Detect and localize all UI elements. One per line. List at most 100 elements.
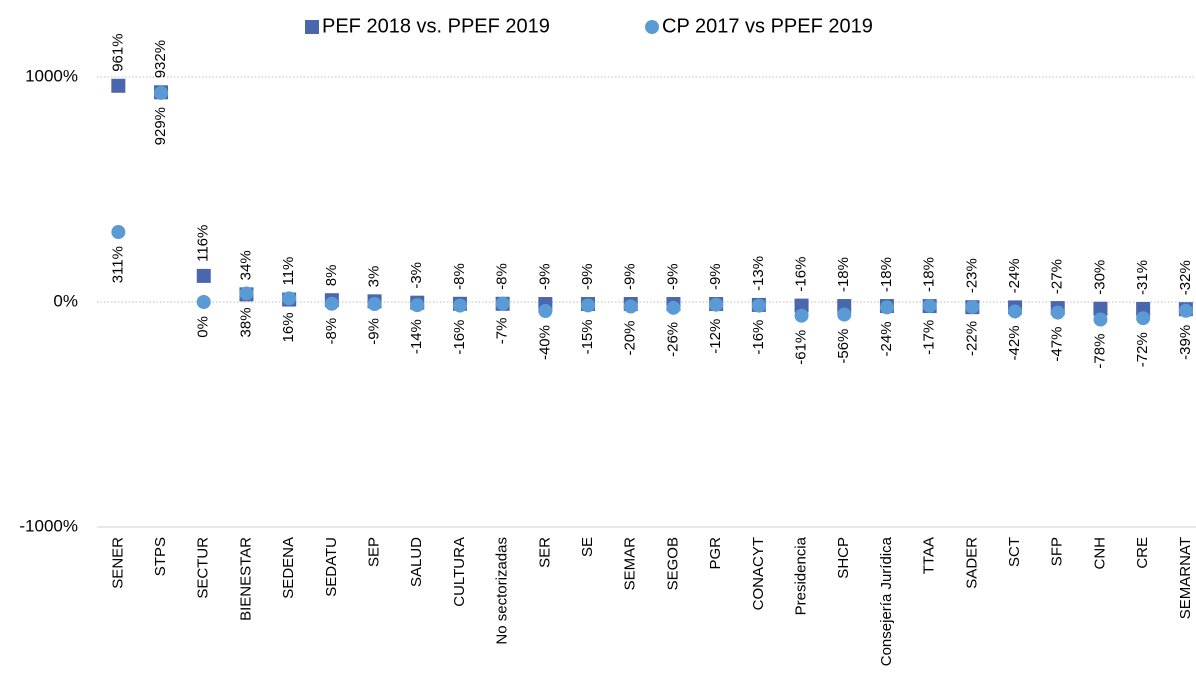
- data-label: -18%: [878, 257, 895, 292]
- data-label: -16%: [793, 257, 810, 292]
- data-label: -12%: [707, 319, 724, 354]
- data-label: 16%: [280, 312, 297, 342]
- point: [1050, 305, 1065, 320]
- data-label: -26%: [664, 322, 681, 357]
- data-label: -16%: [451, 320, 468, 355]
- x-tick-label: SEP: [366, 537, 383, 567]
- data-label: -7%: [494, 318, 511, 345]
- data-label: -56%: [835, 329, 852, 364]
- data-label: -18%: [921, 257, 938, 292]
- data-label: 932%: [152, 40, 169, 78]
- data-label: -8%: [451, 263, 468, 290]
- data-label: -9%: [707, 263, 724, 290]
- x-tick-label: TTAA: [921, 537, 938, 574]
- point: [879, 300, 894, 315]
- y-tick-label: -1000%: [19, 516, 78, 535]
- legend-label: PEF 2018 vs. PPEF 2019: [322, 15, 550, 37]
- data-label: -42%: [1006, 325, 1023, 360]
- data-label: 311%: [109, 246, 126, 283]
- point: [581, 298, 596, 313]
- point: [196, 295, 211, 309]
- point: [1136, 311, 1151, 326]
- data-label: -61%: [793, 330, 810, 365]
- x-tick-label: SEMARNAT: [1177, 537, 1194, 619]
- data-label: -27%: [1049, 259, 1066, 294]
- data-label: -39%: [1177, 325, 1194, 360]
- x-tick-label: SEGOB: [664, 537, 681, 590]
- point: [965, 299, 980, 314]
- point: [410, 298, 425, 313]
- data-label: -9%: [622, 263, 639, 290]
- y-tick-label: 1000%: [25, 66, 78, 85]
- data-label: -31%: [1134, 260, 1151, 295]
- point: [495, 296, 510, 311]
- point: [111, 225, 126, 240]
- point: [1093, 312, 1108, 327]
- data-label: 3%: [366, 266, 383, 288]
- point: [837, 307, 852, 322]
- x-tick-label: CNH: [1091, 537, 1108, 570]
- point: [922, 298, 937, 313]
- data-label: 11%: [280, 257, 297, 286]
- data-label: -32%: [1177, 260, 1194, 295]
- legend-marker: [305, 20, 319, 34]
- data-label: -9%: [536, 263, 553, 290]
- point: [1178, 303, 1193, 318]
- data-label: -78%: [1091, 334, 1108, 369]
- data-label: -23%: [963, 258, 980, 293]
- point: [452, 298, 467, 313]
- point: [239, 286, 254, 301]
- data-label: -9%: [579, 263, 596, 290]
- point: [623, 299, 638, 314]
- data-label: -47%: [1049, 327, 1066, 362]
- data-label: -3%: [408, 262, 425, 289]
- data-label: 961%: [109, 33, 126, 71]
- x-tick-label: SEMAR: [622, 537, 639, 591]
- data-label: 34%: [237, 250, 254, 280]
- x-tick-label: CRE: [1134, 537, 1151, 569]
- legend-marker: [645, 20, 659, 34]
- x-tick-label: SADER: [963, 537, 980, 589]
- point: [196, 268, 211, 283]
- data-label: 116%: [195, 225, 212, 262]
- legend-label: CP 2017 vs PPEF 2019: [662, 15, 873, 37]
- data-label: 8%: [323, 265, 340, 287]
- data-label: -8%: [323, 318, 340, 345]
- x-tick-label: SFP: [1049, 537, 1066, 566]
- x-tick-label: SECTUR: [195, 537, 212, 599]
- data-label: -15%: [579, 319, 596, 354]
- point: [794, 308, 809, 323]
- x-tick-label: STPS: [152, 537, 169, 576]
- x-tick-label: CULTURA: [451, 537, 468, 607]
- point: [751, 298, 766, 313]
- data-label: -24%: [878, 321, 895, 356]
- data-label: -8%: [494, 263, 511, 290]
- data-label: 0%: [195, 316, 212, 338]
- x-tick-label: Presidencia: [793, 536, 810, 615]
- data-label: -17%: [921, 320, 938, 355]
- x-tick-label: SE: [579, 537, 596, 557]
- x-tick-label: SEDENA: [280, 537, 297, 599]
- point: [111, 78, 126, 93]
- data-label: -22%: [963, 321, 980, 356]
- data-label: -16%: [750, 320, 767, 355]
- data-label: -30%: [1091, 260, 1108, 295]
- point: [282, 291, 297, 306]
- data-label: 929%: [152, 107, 169, 145]
- point: [538, 304, 553, 318]
- x-tick-label: SENER: [109, 537, 126, 589]
- point: [1008, 304, 1023, 319]
- x-tick-label: SER: [536, 537, 553, 568]
- data-label: -18%: [835, 257, 852, 292]
- point: [1093, 301, 1108, 316]
- x-tick-label: BIENESTAR: [237, 537, 254, 621]
- data-label: -13%: [750, 256, 767, 291]
- data-label: -9%: [366, 318, 383, 345]
- point: [709, 297, 724, 312]
- x-tick-label: No sectorizadas: [494, 537, 511, 645]
- x-tick-label: SALUD: [408, 537, 425, 587]
- data-label: 38%: [237, 307, 254, 337]
- data-label: -9%: [664, 263, 681, 290]
- point: [367, 297, 382, 312]
